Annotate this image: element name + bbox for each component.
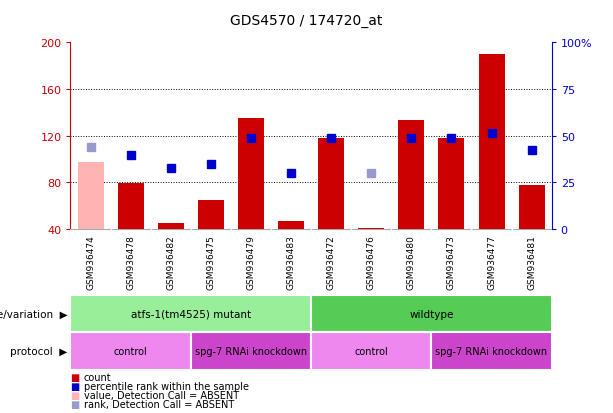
Text: spg-7 RNAi knockdown: spg-7 RNAi knockdown [435,346,547,356]
Text: GSM936482: GSM936482 [166,235,175,289]
Bar [438,139,465,229]
Text: GSM936472: GSM936472 [327,235,336,289]
Text: control: control [114,346,148,356]
Bar [278,221,304,229]
Bar [432,332,552,370]
Bar [198,200,224,229]
Bar [398,121,424,229]
Text: GSM936473: GSM936473 [447,235,456,289]
Text: GSM936481: GSM936481 [527,235,536,289]
Text: GSM936483: GSM936483 [286,235,295,289]
Text: spg-7 RNAi knockdown: spg-7 RNAi knockdown [195,346,307,356]
Text: rank, Detection Call = ABSENT: rank, Detection Call = ABSENT [84,399,234,409]
Text: ■: ■ [70,390,80,400]
Text: atfs-1(tm4525) mutant: atfs-1(tm4525) mutant [131,309,251,319]
Text: value, Detection Call = ABSENT: value, Detection Call = ABSENT [84,390,239,400]
Text: genotype/variation  ▶: genotype/variation ▶ [0,309,67,319]
Text: GDS4570 / 174720_at: GDS4570 / 174720_at [230,14,383,28]
Text: GSM936475: GSM936475 [207,235,215,289]
Text: GSM936474: GSM936474 [86,235,95,289]
Bar [238,119,264,229]
Text: ■: ■ [70,372,80,382]
Bar [70,295,311,332]
Text: GSM936479: GSM936479 [246,235,256,289]
Text: GSM936476: GSM936476 [367,235,376,289]
Text: ■: ■ [70,399,80,409]
Text: percentile rank within the sample: percentile rank within the sample [84,381,249,391]
Text: wildtype: wildtype [409,309,454,319]
Text: protocol  ▶: protocol ▶ [10,346,67,356]
Bar [519,185,545,229]
Bar [311,332,432,370]
Bar [70,332,191,370]
Bar [191,332,311,370]
Bar [311,295,552,332]
Bar [318,139,344,229]
Text: count: count [84,372,112,382]
Text: ■: ■ [70,381,80,391]
Bar [358,228,384,229]
Bar [158,223,184,229]
Text: GSM936480: GSM936480 [407,235,416,289]
Bar [118,184,143,229]
Text: control: control [354,346,388,356]
Text: GSM936478: GSM936478 [126,235,135,289]
Text: GSM936477: GSM936477 [487,235,496,289]
Bar [479,55,504,229]
Bar [77,163,104,229]
